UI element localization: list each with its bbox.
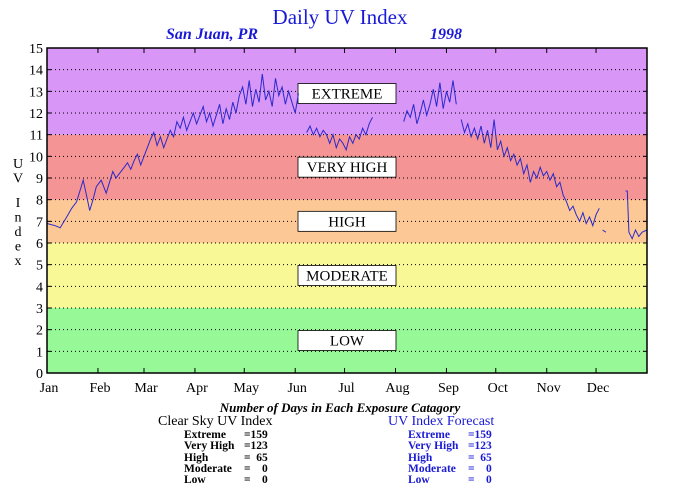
band-label-low: LOW	[330, 334, 365, 350]
uv-line-segment	[460, 119, 600, 228]
row-count: = 0	[244, 474, 268, 487]
x-tick-label: Oct	[488, 381, 508, 396]
x-tick-label: Apr	[186, 381, 208, 396]
uv-line-segment	[403, 80, 457, 124]
y-tick-label: 11	[30, 129, 43, 144]
row-count: =159	[468, 429, 492, 441]
band-label-box-low	[297, 330, 397, 351]
table-row: Low = 0	[184, 474, 288, 487]
y-label-letter: U	[13, 157, 23, 172]
row-category: Moderate	[184, 462, 232, 475]
uv-series	[46, 73, 648, 240]
row-count: = 0	[468, 474, 492, 487]
y-label-letter: I	[16, 196, 21, 211]
band-label-box-very-high	[297, 156, 397, 178]
x-tick-label: Aug	[385, 381, 409, 396]
y-tick-label: 10	[29, 150, 43, 165]
chart-title: Daily UV Index	[272, 5, 408, 29]
x-tick-label: May	[233, 381, 259, 396]
x-tick-label: Dec	[587, 381, 610, 396]
y-label-letter: e	[15, 240, 21, 255]
row-category: Extreme	[184, 429, 226, 441]
table-row: High = 65	[184, 451, 288, 464]
y-tick-label: 1	[36, 345, 43, 360]
y-tick-label: 7	[36, 215, 43, 230]
band-label-moderate: MODERATE	[306, 269, 388, 285]
band-label-very-high: VERY HIGH	[307, 160, 388, 176]
row-category: Low	[184, 474, 206, 487]
y-tick-label: 6	[36, 237, 43, 252]
y-tick-label: 13	[29, 85, 43, 100]
x-tick-label: Sep	[438, 381, 459, 396]
row-count: = 65	[468, 451, 492, 464]
x-axis-ticks: Jan Feb Mar Apr May Jun Jul Aug Sep Oct Nov Dec	[40, 48, 610, 396]
y-label-letter: d	[15, 225, 22, 240]
clear-sky-table: Extreme =159 Very High =123 High = 65 Moderate…	[184, 429, 288, 487]
plot-frame	[46, 47, 648, 374]
table-row: Very High =123	[408, 440, 512, 453]
row-category: High	[184, 451, 209, 464]
row-count: = 0	[468, 462, 492, 475]
band-labels: LOW MODERATE HIGH VERY HIGH EXTREME	[297, 83, 397, 351]
table-row: Extreme =159	[408, 429, 512, 441]
uv-line-segment	[306, 117, 373, 152]
y-tick-label: 2	[36, 324, 43, 339]
row-count: = 0	[244, 462, 268, 475]
y-tick-label: 5	[36, 259, 43, 274]
forecast-table: Extreme =159 Very High =123 High = 65 Moderate…	[408, 429, 512, 487]
table-row: Extreme =159	[184, 429, 288, 441]
grid-lines	[47, 69, 647, 352]
y-tick-label: 15	[29, 42, 43, 57]
y-tick-label: 14	[29, 64, 43, 79]
uv-line-segment	[46, 73, 299, 229]
table-row: Moderate = 0	[184, 462, 288, 475]
row-category: Low	[408, 474, 430, 487]
forecast-table-title: UV Index Forecast	[388, 414, 495, 429]
x-tick-label: Jan	[40, 381, 59, 396]
y-tick-label: 0	[36, 367, 43, 382]
y-label-letter: V	[13, 172, 23, 187]
table-row: High = 65	[408, 451, 512, 464]
x-tick-label: Feb	[89, 381, 110, 396]
table-row: Moderate = 0	[408, 462, 512, 475]
row-category: Moderate	[408, 462, 456, 475]
clear-sky-table-title: Clear Sky UV Index	[158, 414, 273, 429]
row-category: Very High	[408, 440, 459, 453]
y-tick-label: 9	[36, 172, 43, 187]
uv-line-segment	[625, 190, 648, 240]
x-tick-label: Nov	[537, 381, 561, 396]
y-tick-label: 4	[36, 280, 43, 295]
band-label-high: HIGH	[328, 214, 366, 230]
x-tick-label: Jul	[338, 381, 354, 396]
category-footnote: Number of Days in Each Exposure Catagory	[219, 400, 461, 415]
uv-line-segment	[602, 229, 607, 233]
x-tick-label: Jun	[287, 381, 306, 396]
y-tick-label: 3	[36, 302, 43, 317]
row-count: =123	[244, 440, 268, 453]
table-row: Low = 0	[408, 474, 512, 487]
row-category: High	[408, 451, 433, 464]
row-count: =123	[468, 440, 492, 453]
row-category: Extreme	[408, 429, 450, 441]
y-label-letter: x	[15, 254, 22, 269]
subtitle-location: San Juan, PR	[166, 26, 259, 43]
row-count: =159	[244, 429, 268, 441]
y-tick-label: 12	[29, 107, 43, 122]
y-label-letter: n	[15, 211, 22, 226]
band-label-extreme: EXTREME	[312, 87, 383, 103]
band-label-box-high	[297, 210, 397, 232]
band-label-box-moderate	[297, 265, 397, 286]
table-row: Very High =123	[184, 440, 288, 453]
subtitle-year: 1998	[430, 26, 462, 43]
x-tick-label: Mar	[134, 381, 158, 396]
y-tick-label: 8	[36, 194, 43, 209]
row-category: Very High	[184, 440, 235, 453]
row-count: = 65	[244, 451, 268, 464]
